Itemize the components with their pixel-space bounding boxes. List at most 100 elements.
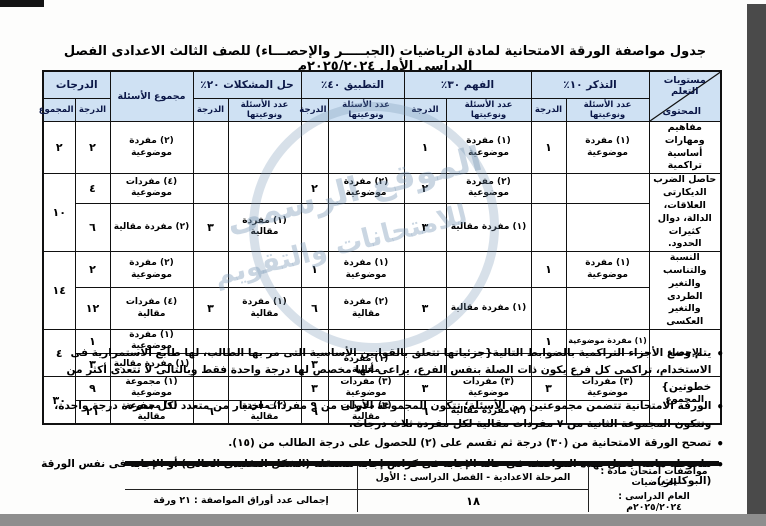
empty-cell <box>565 399 650 425</box>
content-label: الإحصاء <box>648 329 722 377</box>
score-cell: ٢ <box>74 251 111 289</box>
empty-cell <box>530 352 567 377</box>
score-cell: ٢ <box>74 120 111 175</box>
score-cell: ٤ <box>74 173 111 204</box>
qty-cell: (١) مفردة مقالية <box>445 287 532 330</box>
qty-cell: (٢) مفردة مقالية <box>327 287 405 330</box>
score-cell: ٣ <box>300 376 329 401</box>
empty-cell <box>445 329 532 354</box>
header-scores: الدرجات <box>42 70 111 99</box>
corner-levels-label: مستويات التعلم <box>663 75 706 97</box>
qty-cell: (١) مفردة موضوعية <box>565 120 650 175</box>
empty-cell <box>227 251 302 289</box>
empty-cell <box>327 202 405 253</box>
empty-cell <box>445 352 532 377</box>
total-questions-cell: (٤) مفردات مقالية <box>109 287 194 330</box>
empty-cell <box>192 251 229 289</box>
empty-cell <box>192 376 229 401</box>
scan-corner-artifact <box>0 0 44 7</box>
total-questions-cell: (١) مجموعة مقالية <box>109 399 194 425</box>
footer-divider-bar <box>125 461 719 466</box>
score-cell: ٣ <box>192 202 229 253</box>
content-label: النسبة والتناسب والتغير الطردى والتغير ا… <box>648 251 722 330</box>
footer-sheets-block: إجمالى عدد أوراق المواصفة : ٢١ ورقة <box>125 466 357 512</box>
score-cell: ٦ <box>300 287 329 330</box>
score-cell: ١٢ <box>74 287 111 330</box>
subheader-comprehension-score: الدرجة <box>403 98 447 122</box>
bullet-icon: • <box>716 347 724 361</box>
empty-cell <box>192 173 229 204</box>
note-item: • تصحح الورقة الامتحانية من (٣٠) درجة ثم… <box>40 435 724 454</box>
empty-cell <box>192 329 229 354</box>
score-cell: ٦ <box>403 399 447 425</box>
scan-edge-bottom <box>0 514 766 526</box>
score-cell: ٦ <box>74 202 111 253</box>
score-cell: ١ <box>530 329 567 354</box>
empty-cell <box>227 352 302 377</box>
footer-stage: المرحلة الاعدادية - الفصل الدراسى : الأو… <box>358 466 588 490</box>
qty-cell: (٢) مفردة مقالية <box>227 399 302 425</box>
note-text: تصحح الورقة الامتحانية من (٣٠) درجة ثم ت… <box>228 436 712 449</box>
score-cell: ٩ <box>300 399 329 425</box>
footer-sheets-total: إجمالى عدد أوراق المواصفة : ٢١ ورقة <box>153 495 329 507</box>
corner-header-cell: مستويات التعلم المحتوى <box>648 70 722 122</box>
empty-cell <box>300 120 329 175</box>
footer-year: العام الدراسى : ٢٠٢٥/٢٠٢٤م <box>618 490 690 513</box>
specification-table: مستويات التعلم المحتوى التذكر ١٠٪ الفهم … <box>39 70 723 425</box>
qty-cell: (١) مفردة مقالية <box>227 202 302 253</box>
row-total-cell: ٢ <box>42 120 76 175</box>
qty-cell: (٣) مفردات موضوعية <box>565 376 650 401</box>
qty-cell: (١) مفردة موضوعية <box>565 329 650 354</box>
empty-cell <box>327 120 405 175</box>
empty-cell <box>327 329 405 354</box>
empty-footer-cell <box>125 466 357 490</box>
empty-cell <box>300 202 329 253</box>
total-questions-cell: (١) مجموعة موضوعية <box>109 376 194 401</box>
empty-cell <box>530 287 567 330</box>
subheader-application-count: عدد الأسئلة ونوعيتها <box>327 98 405 122</box>
scan-edge-right <box>747 4 766 523</box>
empty-cell <box>227 329 302 354</box>
empty-cell <box>227 120 302 175</box>
empty-cell <box>565 287 650 330</box>
empty-cell <box>565 173 650 204</box>
score-cell: ٦ <box>192 399 229 425</box>
total-questions-cell: (٤) مفردات موضوعية <box>109 173 194 204</box>
score-cell: ٣ <box>403 376 447 401</box>
qty-cell: (٢) مفردة مقالية <box>445 399 532 425</box>
grand-total-cell: ٣٠ <box>42 376 76 425</box>
qty-cell: (١) مفردة موضوعية <box>445 120 532 175</box>
header-comprehension: الفهم ٣٠٪ <box>403 70 532 99</box>
footer-stage-block: المرحلة الاعدادية - الفصل الدراسى : الأو… <box>357 466 588 512</box>
qty-cell: (١) مفردة مقالية <box>227 287 302 330</box>
qty-cell: (١) مفردة موضوعية <box>565 251 650 289</box>
score-cell: ٢ <box>403 173 447 204</box>
score-cell: ١ <box>74 329 111 354</box>
qty-cell: (١) مفردة مقالية <box>327 352 405 377</box>
subheader-sum-col: المجموع <box>39 98 76 122</box>
subheader-recall-count: عدد الأسئلة ونوعيتها <box>565 98 650 122</box>
total-questions-cell: (٢) مفردة موضوعية <box>109 251 194 289</box>
total-questions-cell: (١) مفردة موضوعية <box>109 329 194 354</box>
empty-cell <box>192 352 229 377</box>
score-cell: ٣ <box>403 287 447 330</box>
subheader-problem-count: عدد الأسئلة ونوعيتها <box>227 98 302 122</box>
note-item: • يتم وضع الأجزاء التراكمية بالضوابط الت… <box>40 345 724 396</box>
empty-cell <box>530 399 567 425</box>
subheader-comprehension-count: عدد الأسئلة ونوعيتها <box>445 98 532 122</box>
score-cell: ١ <box>403 120 447 175</box>
score-cell: ٣ <box>403 202 447 253</box>
header-application: التطبيق ٤٠٪ <box>300 70 405 99</box>
footer-subject: مواصفات امتحان مادة : الرياضيات <box>600 465 708 488</box>
qty-cell: (١) مفردة مقالية <box>445 202 532 253</box>
footer-subject-block: مواصفات امتحان مادة : الرياضيات العام ال… <box>588 465 719 513</box>
corner-content-label: المحتوى <box>662 106 702 117</box>
row-total-cell: ١٤ <box>42 251 76 330</box>
footer-info-table: مواصفات امتحان مادة : الرياضيات العام ال… <box>125 465 719 513</box>
subheader-problem-score: الدرجة <box>192 98 229 122</box>
score-cell: ٣ <box>530 376 567 401</box>
score-cell: ١ <box>530 251 567 289</box>
content-label: حاصل الضرب الديكارتى العلاقات، الدالة، د… <box>648 173 722 253</box>
bullet-icon: • <box>716 436 724 451</box>
empty-cell <box>403 251 447 289</box>
